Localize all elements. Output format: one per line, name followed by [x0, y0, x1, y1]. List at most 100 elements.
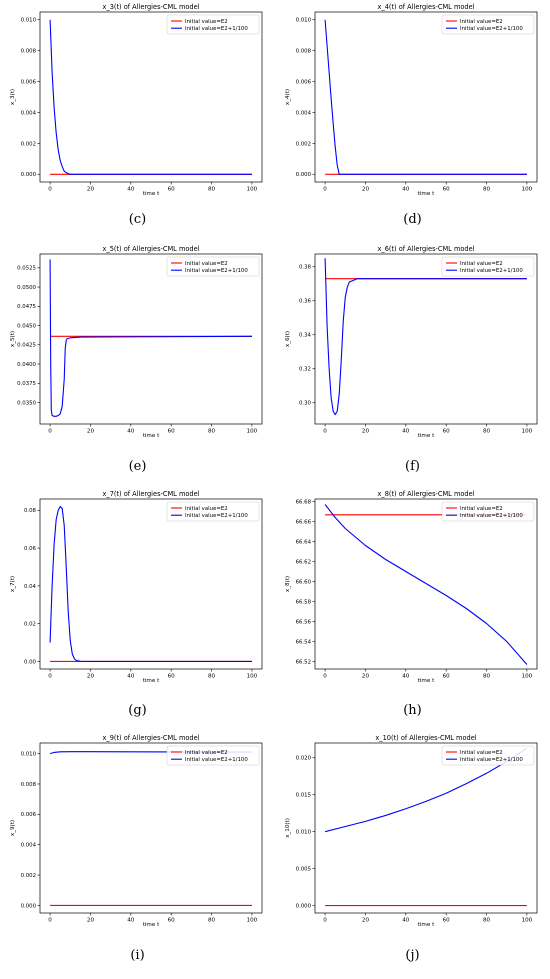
figure-caption-h: (h) — [403, 703, 422, 718]
x-tick-label: 40 — [402, 429, 410, 435]
y-tick-label: 0.008 — [21, 782, 37, 788]
y-tick-label: 0.008 — [21, 49, 37, 55]
x-tick-label: 100 — [247, 187, 258, 193]
x-tick-label: 20 — [362, 918, 370, 924]
x-axis-label: time t — [418, 678, 435, 683]
axes-frame — [39, 498, 263, 670]
legend-label: Initial value=E2 — [185, 750, 228, 756]
x-tick-label: 40 — [127, 918, 135, 924]
x-tick-label: 20 — [362, 674, 370, 680]
y-tick-label: 0.02 — [24, 622, 36, 628]
axes-frame — [39, 11, 263, 183]
x-tick-label: 100 — [522, 187, 533, 193]
axes-frame — [314, 742, 538, 914]
y-tick-label: 0.004 — [21, 110, 37, 116]
chart-svg-c: x_3(t) of Allergies-CML model 0 20 40 60 80 10… — [10, 3, 263, 196]
y-tick-label: 66.60 — [296, 579, 312, 585]
x-axis-label: time t — [143, 191, 160, 196]
series-line-e2-perturbed — [324, 19, 527, 175]
y-tick-label: 0.000 — [21, 903, 37, 909]
chart-svg-d: x_4(t) of Allergies-CML model 0 20 40 60 80 10… — [285, 3, 538, 196]
y-tick-label: 0.015 — [296, 793, 311, 799]
y-tick-label: 66.52 — [296, 659, 311, 665]
y-axis-label: x_3(t) — [10, 89, 16, 105]
series-line-e2-perturbed — [324, 747, 528, 833]
x-tick-label: 0 — [323, 187, 327, 193]
y-tick-label: 66.54 — [296, 639, 312, 645]
x-tick-label: 60 — [168, 429, 176, 435]
y-axis-label: x_7(t) — [10, 576, 16, 592]
y-tick-label: 0.0375 — [17, 381, 36, 387]
chart-svg-e: x_5(t) of Allergies-CML model 0 20 40 60 80 10… — [10, 245, 263, 438]
x-tick-label: 60 — [168, 674, 176, 680]
y-tick-label: 0.000 — [296, 904, 312, 910]
y-axis-label: x_8(t) — [285, 576, 291, 592]
x-tick-label: 100 — [247, 429, 258, 435]
series-line-e2-perturbed — [49, 506, 252, 662]
chart-title: x_5(t) of Allergies-CML model — [103, 245, 200, 253]
chart-svg-g: x_7(t) of Allergies-CML model 0 20 40 60 80 10… — [10, 490, 263, 683]
y-tick-label: 66.64 — [296, 539, 312, 545]
y-tick-label: 0.000 — [296, 172, 312, 178]
figure-caption-f: (f) — [405, 459, 420, 474]
y-tick-label: 66.58 — [296, 599, 312, 605]
y-tick-label: 0.002 — [21, 873, 36, 879]
x-tick-label: 80 — [483, 187, 491, 193]
x-tick-label: 0 — [323, 918, 327, 924]
y-tick-label: 0.0525 — [17, 266, 36, 272]
x-axis-label: time t — [418, 191, 435, 196]
x-tick-label: 0 — [48, 674, 52, 680]
legend-label: Initial value=E2+1/100 — [460, 513, 523, 519]
series-line-e2-perturbed — [49, 259, 252, 417]
y-tick-label: 0.38 — [299, 265, 312, 271]
x-tick-label: 100 — [522, 674, 533, 680]
chart-panel-d: x_4(t) of Allergies-CML model 0 20 40 60 80 10… — [275, 0, 550, 196]
x-tick-label: 40 — [127, 429, 135, 435]
x-tick-label: 0 — [323, 674, 327, 680]
axes-frame — [314, 11, 538, 183]
x-tick-label: 100 — [247, 918, 258, 924]
legend-label: Initial value=E2 — [460, 19, 503, 25]
legend-label: Initial value=E2 — [460, 506, 503, 512]
legend-label: Initial value=E2 — [185, 506, 228, 512]
y-tick-label: 0.0475 — [17, 304, 36, 310]
y-tick-label: 0.000 — [21, 172, 37, 178]
x-tick-label: 60 — [443, 429, 451, 435]
legend-label: Initial value=E2+1/100 — [185, 26, 248, 32]
x-tick-label: 80 — [483, 918, 491, 924]
x-tick-label: 20 — [87, 187, 95, 193]
x-tick-label: 20 — [87, 918, 95, 924]
chart-panel-f: x_6(t) of Allergies-CML model 0 20 40 60 80 10… — [275, 242, 550, 438]
x-axis-label: time t — [143, 433, 160, 438]
x-tick-label: 80 — [208, 429, 216, 435]
legend-label: Initial value=E2+1/100 — [460, 268, 523, 274]
chart-panel-h: x_8(t) of Allergies-CML model 0 20 40 60 80 10… — [275, 487, 550, 683]
y-tick-label: 0.0500 — [17, 285, 36, 291]
legend-label: Initial value=E2+1/100 — [185, 513, 248, 519]
chart-title: x_10(t) of Allergies-CML model — [375, 734, 476, 742]
x-tick-label: 0 — [48, 429, 52, 435]
chart-svg-h: x_8(t) of Allergies-CML model 0 20 40 60 80 10… — [285, 490, 538, 683]
chart-panel-g: x_7(t) of Allergies-CML model 0 20 40 60 80 10… — [0, 487, 275, 683]
y-axis-label: x_9(t) — [10, 820, 16, 836]
chart-title: x_3(t) of Allergies-CML model — [103, 3, 200, 11]
y-tick-label: 0.020 — [296, 756, 312, 762]
y-tick-label: 0.010 — [21, 752, 37, 758]
x-tick-label: 0 — [48, 187, 52, 193]
x-tick-label: 80 — [483, 674, 491, 680]
figure-caption-d: (d) — [403, 212, 422, 227]
x-tick-label: 40 — [127, 187, 135, 193]
y-tick-label: 0.008 — [296, 49, 312, 55]
x-tick-label: 100 — [522, 429, 533, 435]
x-axis-label: time t — [418, 922, 435, 927]
x-tick-label: 20 — [362, 429, 370, 435]
y-tick-label: 0.010 — [21, 18, 37, 24]
y-tick-label: 0.002 — [296, 141, 311, 147]
chart-title: x_4(t) of Allergies-CML model — [378, 3, 475, 11]
chart-svg-j: x_10(t) of Allergies-CML model 0 20 40 60 80 1… — [285, 734, 538, 927]
axes-frame — [314, 253, 538, 425]
y-axis-label: x_5(t) — [10, 331, 16, 347]
